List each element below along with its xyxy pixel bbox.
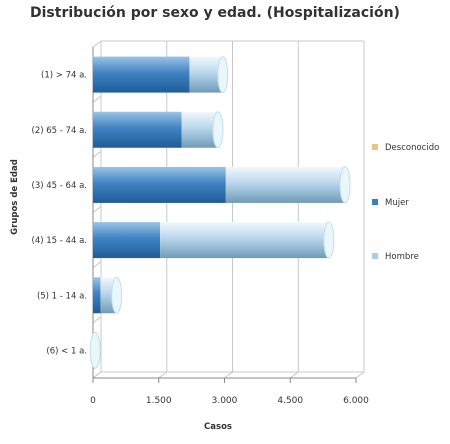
- gridline-wall: [92, 371, 102, 379]
- grid: [92, 40, 365, 379]
- legend-label-hombre: Hombre: [385, 252, 419, 262]
- bar-mujer-4: [93, 222, 161, 259]
- x-tick-label: 0: [90, 396, 96, 406]
- bar-end-cap-4: [323, 221, 335, 259]
- gridline-wall: [92, 40, 102, 48]
- gridline-wall: [92, 316, 102, 324]
- bar-end-cap-3: [339, 166, 351, 204]
- bar-mujer-2: [93, 111, 182, 148]
- bar-hombre-4: [160, 222, 329, 259]
- x-tick-label: 4.500: [277, 396, 303, 406]
- legend-label-desconocido: Desconocido: [385, 143, 439, 153]
- bar-mujer-1: [93, 56, 190, 93]
- x-tick-label: 3.000: [212, 396, 238, 406]
- y-tick-label: (6) < 1 a.: [46, 346, 87, 356]
- gridline-floor: [224, 371, 233, 379]
- x-tick-label: 1.500: [146, 396, 172, 406]
- bar-end-cap-5: [111, 276, 123, 314]
- y-tick-label: (3) 45 - 64 a.: [32, 181, 87, 191]
- bars: [89, 56, 351, 369]
- x-tick-label: 6.000: [343, 396, 369, 406]
- bar-end-cap-2: [212, 111, 224, 149]
- bar-hombre-1: [189, 56, 223, 93]
- bar-end-cap-6: [89, 331, 101, 369]
- bar-mujer-3: [93, 166, 226, 203]
- bar-hombre-3: [225, 166, 346, 203]
- gridline-floor: [355, 371, 365, 379]
- y-axis-title: Grupos de Edad: [10, 159, 20, 235]
- gridline-wall: [92, 261, 102, 269]
- gridline-floor: [289, 371, 299, 379]
- legend-swatch-hombre: [372, 253, 378, 259]
- legend-swatch-desconocido: [372, 144, 378, 150]
- gridline-floor: [158, 371, 168, 379]
- chart-title: Distribución por sexo y edad. (Hospitali…: [30, 5, 400, 21]
- gridline-wall: [92, 95, 102, 103]
- legend-swatch-mujer: [372, 199, 378, 205]
- bar-hombre-2: [181, 111, 218, 148]
- gridline-wall: [92, 206, 102, 213]
- y-tick-label: (5) 1 - 14 a.: [37, 291, 87, 301]
- legend-label-mujer: Mujer: [385, 198, 409, 208]
- x-axis-title: Casos: [204, 422, 232, 432]
- y-tick-label: (4) 15 - 44 a.: [32, 236, 87, 246]
- y-tick-label: (2) 65 - 74 a.: [32, 126, 87, 136]
- y-tick-label: (1) > 74 a.: [41, 71, 87, 81]
- gridline-wall: [92, 150, 102, 158]
- bar-mujer-5: [93, 277, 101, 314]
- legend: Desconocido Mujer Hombre: [372, 143, 439, 262]
- bar-end-cap-1: [217, 56, 229, 94]
